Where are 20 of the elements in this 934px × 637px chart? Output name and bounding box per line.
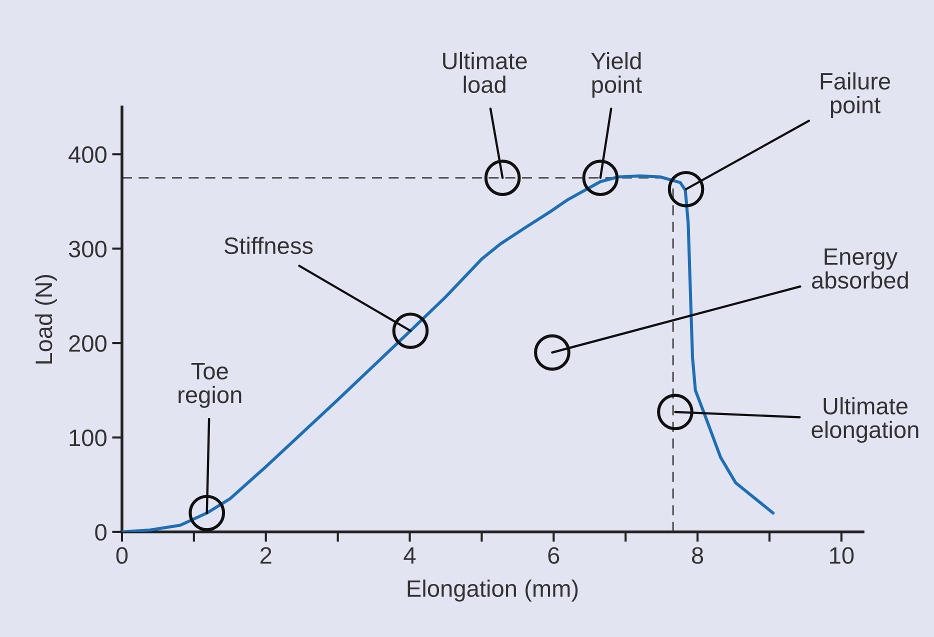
annotation: Yield point: [591, 52, 642, 98]
y-tick-label: 0: [95, 524, 106, 541]
annotation: Failure point: [820, 72, 890, 118]
x-axis-title: Elongation (mm): [408, 580, 578, 602]
y-tick-label: 200: [69, 335, 106, 352]
y-tick-label: 300: [68, 240, 106, 258]
annotation: Toe region: [178, 363, 242, 408]
y-tick-label: 100: [70, 430, 106, 446]
x-tick-label: 8: [692, 547, 704, 564]
x-tick-label: 0: [116, 547, 128, 564]
x-tick-label: 2: [260, 547, 272, 564]
annotation: Ultimate elongation: [812, 397, 918, 443]
x-tick-label: 4: [404, 547, 416, 564]
x-tick-label: 10: [830, 547, 854, 564]
x-tick-label: 6: [548, 547, 560, 564]
annotation: Ultimate load: [443, 52, 527, 94]
annotation: Stiffness: [224, 236, 313, 254]
annotation: Energy absorbed: [812, 248, 908, 289]
y-axis-title: Load (N): [34, 274, 57, 364]
y-tick-label: 400: [68, 146, 106, 164]
